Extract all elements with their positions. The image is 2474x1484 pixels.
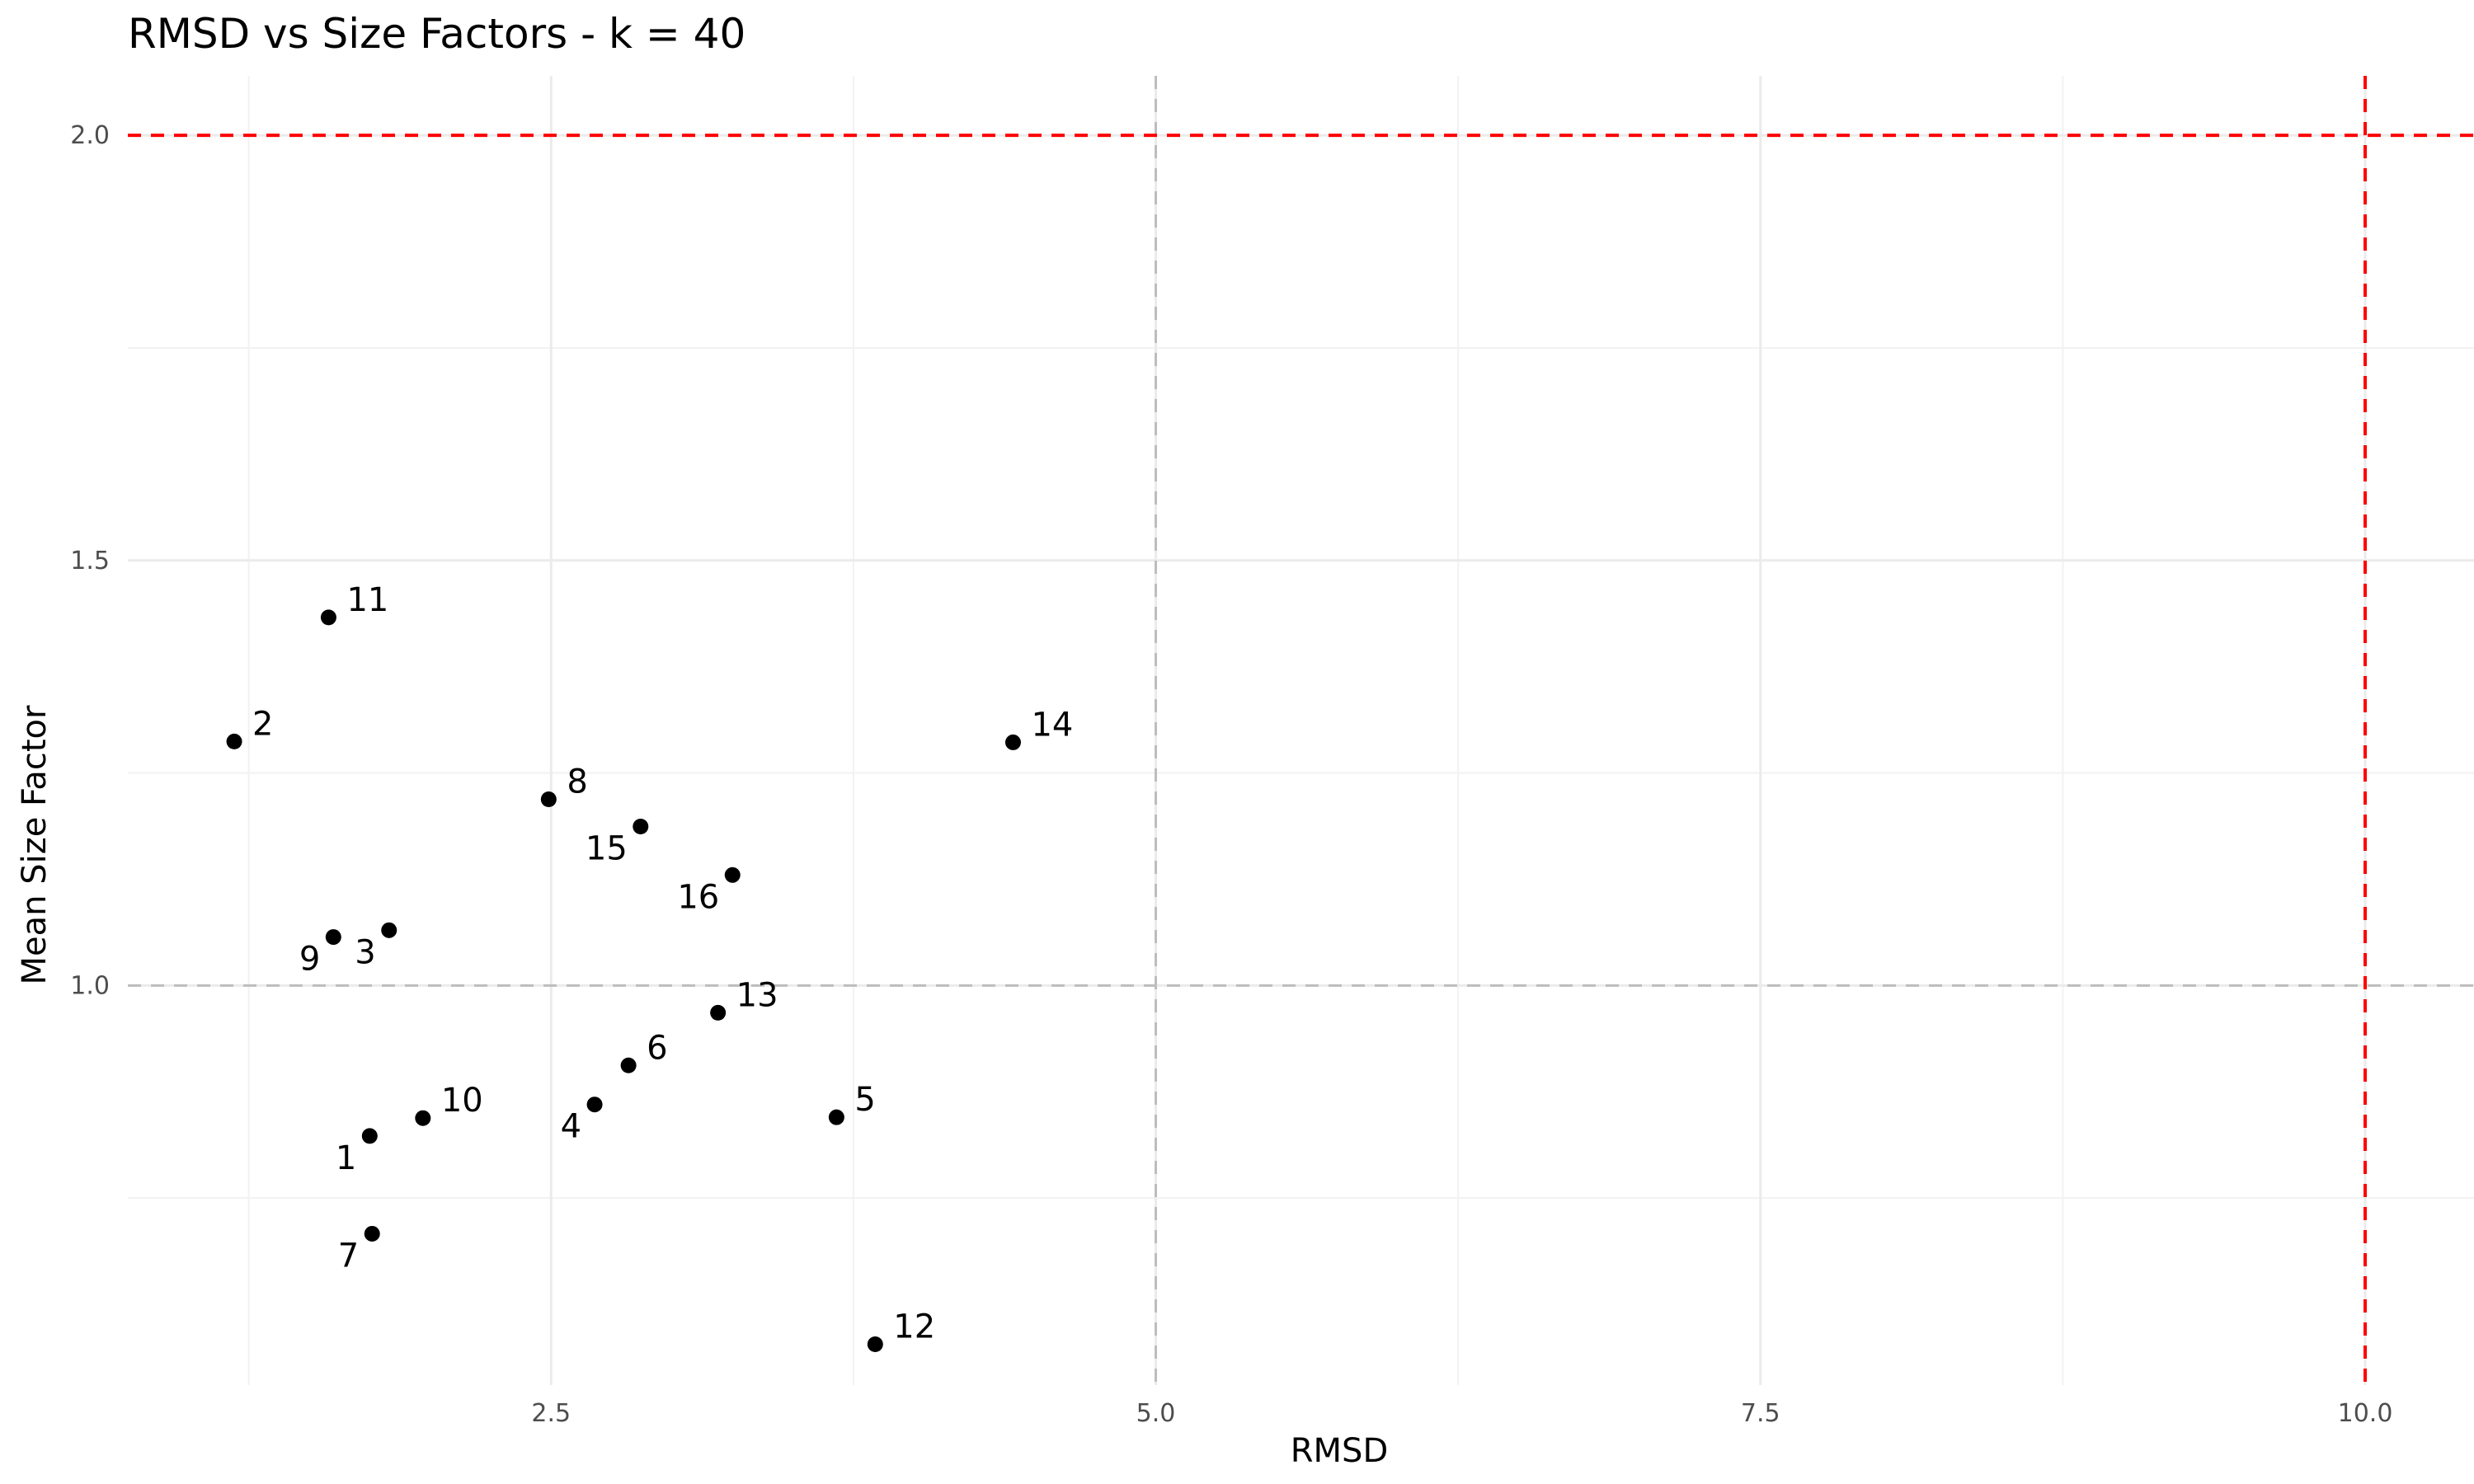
x-tick-label: 7.5 <box>1741 1399 1780 1428</box>
point-label: 12 <box>893 1308 935 1346</box>
point-label: 3 <box>355 933 375 971</box>
axis-ticks: 2.5 5.0 7.5 10.0 1.0 1.5 2.0 <box>70 121 2392 1428</box>
x-axis-title: RMSD <box>1291 1432 1389 1470</box>
x-tick-label: 10.0 <box>2338 1399 2393 1428</box>
data-point <box>361 1128 378 1144</box>
data-point <box>540 791 557 808</box>
data-point <box>1004 734 1021 750</box>
point-label: 8 <box>567 763 587 801</box>
chart-title: RMSD vs Size Factors - k = 40 <box>128 10 745 58</box>
point-label: 9 <box>299 941 320 979</box>
data-point <box>724 866 741 883</box>
reference-lines <box>128 76 2474 1385</box>
data-point <box>320 609 336 626</box>
y-tick-label: 1.5 <box>70 547 110 575</box>
point-label: 5 <box>854 1081 875 1119</box>
x-tick-label: 5.0 <box>1136 1399 1176 1428</box>
point-label: 2 <box>252 705 273 743</box>
data-point <box>325 929 341 946</box>
data-point <box>381 922 397 938</box>
point-label: 16 <box>677 878 719 916</box>
data-point <box>415 1110 431 1126</box>
point-label: 7 <box>338 1237 359 1275</box>
point-label: 15 <box>586 830 628 868</box>
data-point <box>710 1004 727 1021</box>
y-tick-label: 2.0 <box>70 121 110 150</box>
data-point <box>226 733 242 749</box>
point-label: 4 <box>561 1108 581 1146</box>
data-point <box>867 1336 883 1353</box>
point-label: 13 <box>736 976 778 1014</box>
point-label: 14 <box>1031 706 1073 744</box>
y-axis-title: Mean Size Factor <box>16 705 54 985</box>
data-point <box>633 819 649 835</box>
data-point <box>586 1097 603 1113</box>
point-label: 10 <box>441 1082 483 1120</box>
point-label: 11 <box>346 581 388 619</box>
point-label: 6 <box>647 1029 667 1067</box>
x-tick-label: 2.5 <box>531 1399 571 1428</box>
data-point <box>364 1225 380 1242</box>
data-point <box>620 1057 637 1073</box>
point-label: 1 <box>336 1139 356 1177</box>
data-point <box>828 1109 844 1125</box>
y-tick-label: 1.0 <box>70 971 110 1000</box>
